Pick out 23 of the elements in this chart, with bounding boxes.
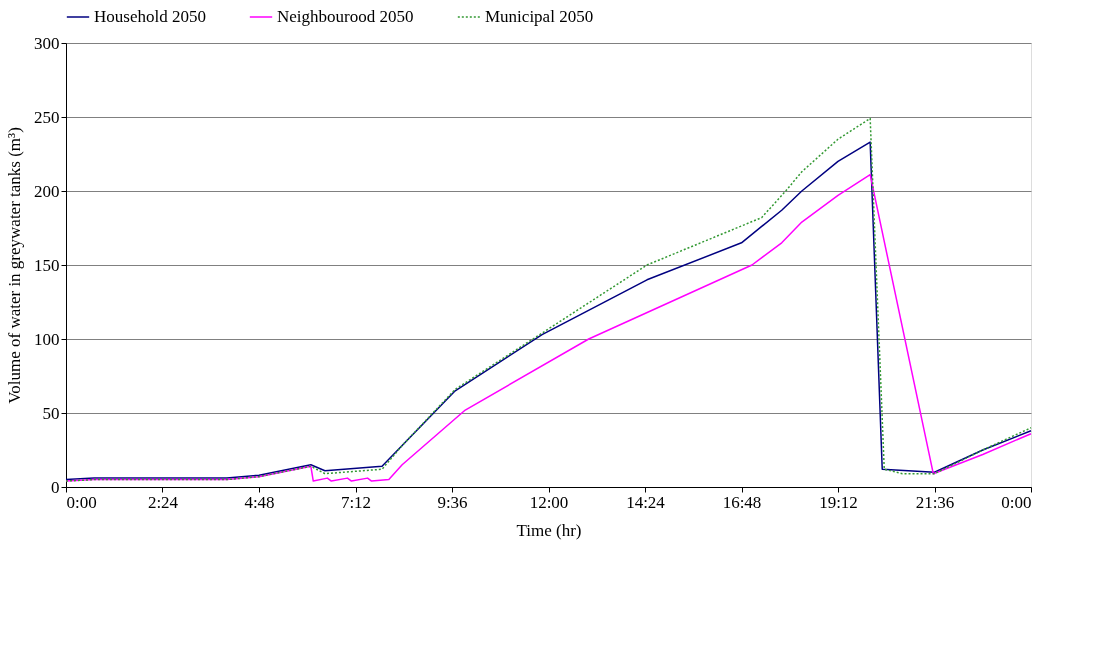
x-tick-label: 7:12 — [340, 492, 372, 512]
x-tick-label: 2:24 — [147, 492, 179, 512]
y-tick-label: 150 — [34, 255, 60, 275]
legend-label: Municipal 2050 — [485, 7, 594, 26]
x-tick-label: 14:24 — [626, 492, 666, 512]
x-tick-label: 4:48 — [244, 492, 275, 512]
y-tick-label: 200 — [34, 181, 60, 201]
x-tick-label: 19:12 — [819, 492, 858, 512]
x-tick-label: 9:36 — [437, 492, 468, 512]
legend-label: Household 2050 — [94, 7, 206, 26]
y-tick-label: 0 — [51, 477, 60, 497]
y-tick-label: 250 — [34, 107, 60, 127]
y-axis-title: Volume of water in greywater tanks (m³) — [5, 127, 24, 404]
x-tick-label: 0:00 — [66, 492, 97, 512]
x-axis-title: Time (hr) — [516, 520, 582, 540]
x-tick-label: 12:00 — [529, 492, 569, 512]
y-tick-label: 100 — [34, 329, 60, 349]
x-tick-label: 16:48 — [722, 492, 762, 512]
y-tick-label: 50 — [42, 403, 60, 423]
y-tick-label: 300 — [34, 33, 60, 53]
x-tick-label: 21:36 — [915, 492, 955, 512]
legend-label: Neighbourood 2050 — [277, 7, 414, 26]
x-tick-label: 0:00 — [1001, 492, 1032, 512]
